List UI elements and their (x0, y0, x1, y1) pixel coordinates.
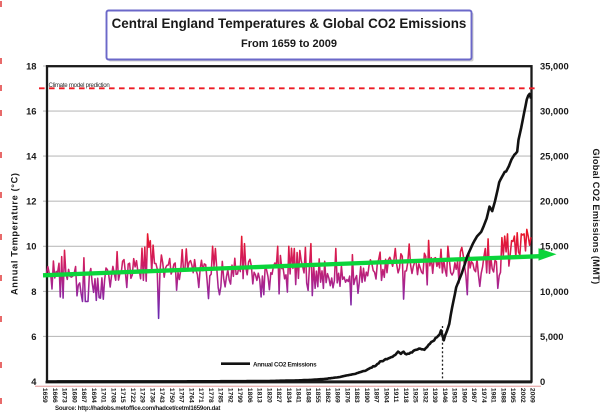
svg-text:1967: 1967 (470, 388, 477, 403)
svg-text:1876: 1876 (343, 388, 350, 403)
svg-text:1771: 1771 (197, 388, 204, 403)
svg-text:1841: 1841 (295, 388, 302, 403)
svg-text:Annual Temperature (°C): Annual Temperature (°C) (10, 172, 20, 295)
svg-text:1785: 1785 (217, 388, 224, 403)
svg-text:1715: 1715 (119, 388, 126, 403)
svg-text:1890: 1890 (363, 388, 370, 403)
svg-text:18: 18 (26, 60, 36, 71)
svg-text:1834: 1834 (285, 388, 292, 403)
svg-text:10: 10 (26, 241, 36, 252)
svg-text:1918: 1918 (402, 388, 409, 403)
svg-text:2009: 2009 (529, 388, 536, 403)
svg-text:1911: 1911 (392, 388, 399, 403)
svg-text:1862: 1862 (324, 388, 331, 403)
svg-text:Central England Temperatures &: Central England Temperatures & Global CO… (112, 16, 467, 31)
svg-text:1988: 1988 (499, 388, 506, 403)
svg-text:1680: 1680 (70, 388, 77, 403)
svg-text:Climate model prediction: Climate model prediction (49, 82, 110, 89)
svg-text:2002: 2002 (519, 388, 526, 403)
svg-text:1904: 1904 (382, 388, 389, 403)
svg-text:5,000: 5,000 (540, 331, 563, 342)
svg-text:1799: 1799 (236, 388, 243, 403)
svg-text:1708: 1708 (109, 388, 116, 403)
svg-text:1932: 1932 (421, 388, 428, 403)
svg-text:6: 6 (31, 331, 36, 342)
svg-text:12: 12 (26, 196, 36, 207)
svg-text:1897: 1897 (373, 388, 380, 403)
svg-text:1848: 1848 (304, 388, 311, 403)
svg-text:25,000: 25,000 (540, 151, 569, 162)
svg-text:1694: 1694 (90, 388, 97, 403)
svg-text:1687: 1687 (80, 388, 87, 403)
svg-text:16: 16 (26, 106, 36, 117)
svg-text:Global CO2 Emissions (MMT): Global CO2 Emissions (MMT) (591, 149, 600, 285)
svg-text:1960: 1960 (460, 388, 467, 403)
svg-text:1939: 1939 (431, 388, 438, 403)
svg-text:1764: 1764 (187, 388, 194, 403)
svg-text:1855: 1855 (314, 388, 321, 403)
svg-text:15,000: 15,000 (540, 241, 569, 252)
svg-text:1806: 1806 (246, 388, 253, 403)
svg-text:1869: 1869 (334, 388, 341, 403)
svg-text:1792: 1792 (226, 388, 233, 403)
svg-text:1827: 1827 (275, 388, 282, 403)
svg-text:From 1659 to 2009: From 1659 to 2009 (241, 38, 337, 50)
svg-text:1946: 1946 (441, 388, 448, 403)
svg-text:1666: 1666 (51, 388, 58, 403)
svg-text:1778: 1778 (207, 388, 214, 403)
svg-text:14: 14 (26, 151, 37, 162)
svg-text:1925: 1925 (412, 388, 419, 403)
svg-text:10,000: 10,000 (540, 286, 569, 297)
svg-text:1981: 1981 (490, 388, 497, 403)
svg-text:8: 8 (31, 286, 36, 297)
svg-text:1953: 1953 (451, 388, 458, 403)
svg-text:1743: 1743 (158, 388, 165, 403)
svg-text:1659: 1659 (41, 388, 48, 403)
svg-text:1820: 1820 (265, 388, 272, 403)
svg-text:35,000: 35,000 (540, 60, 569, 71)
svg-text:Annual CO2 Emissions: Annual CO2 Emissions (253, 361, 317, 368)
svg-text:1729: 1729 (139, 388, 146, 403)
svg-text:1813: 1813 (256, 388, 263, 403)
svg-text:1722: 1722 (129, 388, 136, 403)
svg-text:1673: 1673 (61, 388, 68, 403)
svg-text:1701: 1701 (100, 388, 107, 403)
svg-text:1750: 1750 (168, 388, 175, 403)
svg-text:Source: http://hadobs.metoffic: Source: http://hadobs.metoffice.com/hadc… (55, 405, 220, 412)
svg-text:20,000: 20,000 (540, 196, 569, 207)
svg-text:4: 4 (31, 376, 37, 387)
svg-text:0: 0 (540, 376, 545, 387)
svg-text:1757: 1757 (178, 388, 185, 403)
svg-text:1883: 1883 (353, 388, 360, 403)
svg-text:1974: 1974 (480, 388, 487, 403)
svg-text:30,000: 30,000 (540, 106, 569, 117)
svg-text:1995: 1995 (509, 388, 516, 403)
svg-text:1736: 1736 (148, 388, 155, 403)
